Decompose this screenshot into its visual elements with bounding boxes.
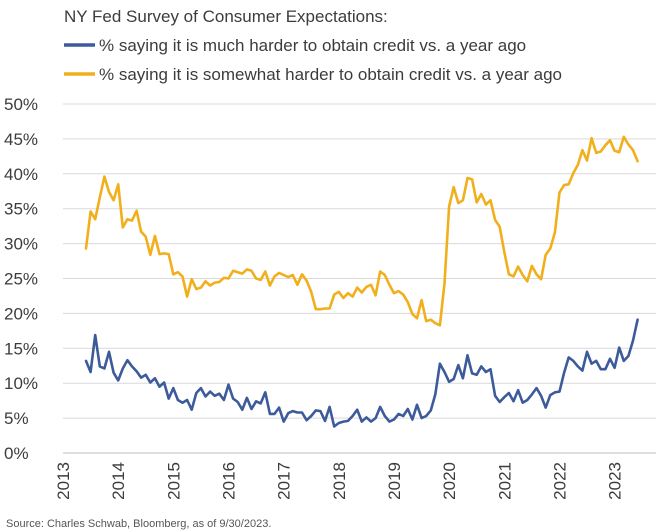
- legend: % saying it is much harder to obtain cre…: [64, 36, 562, 84]
- y-tick-label: 15%: [4, 339, 38, 358]
- x-tick-label: 2018: [330, 462, 349, 500]
- y-tick-label: 40%: [4, 165, 38, 184]
- series-line-much-harder: [84, 318, 639, 428]
- y-tick-label: 35%: [4, 200, 38, 219]
- x-tick-label: 2022: [550, 462, 569, 500]
- y-tick-label: 50%: [4, 95, 38, 114]
- x-tick-label: 2021: [495, 462, 514, 500]
- x-axis: 2013 2014 2015 2016 2017 2018 2019 2020 2021 2022…: [54, 462, 625, 500]
- x-tick-label: 2015: [164, 462, 183, 500]
- source-note: Source: Charles Schwab, Bloomberg, as of…: [6, 518, 271, 530]
- y-tick-label: 0%: [4, 444, 29, 463]
- gridlines: [63, 103, 656, 454]
- y-tick-label: 30%: [4, 235, 38, 254]
- legend-label-much-harder: % saying it is much harder to obtain cre…: [99, 36, 526, 55]
- y-tick-label: 20%: [4, 304, 38, 323]
- x-tick-label: 2020: [440, 462, 459, 500]
- y-axis: 0% 5% 10% 15% 20% 25% 30% 35% 40% 45% 50%: [4, 95, 38, 463]
- x-tick-label: 2016: [219, 462, 238, 500]
- y-tick-label: 5%: [4, 409, 29, 428]
- x-tick-label: 2014: [109, 462, 128, 500]
- series-lines: [84, 135, 639, 428]
- series-line-somewhat-harder: [84, 135, 639, 327]
- chart-title: NY Fed Survey of Consumer Expectations:: [64, 7, 388, 26]
- x-tick-label: 2017: [275, 462, 294, 500]
- y-tick-label: 45%: [4, 130, 38, 149]
- x-tick-label: 2013: [54, 462, 73, 500]
- y-tick-label: 25%: [4, 270, 38, 289]
- x-tick-label: 2019: [385, 462, 404, 500]
- x-tick-label: 2023: [606, 462, 625, 500]
- y-tick-label: 10%: [4, 374, 38, 393]
- legend-label-somewhat-harder: % saying it is somewhat harder to obtain…: [99, 65, 562, 84]
